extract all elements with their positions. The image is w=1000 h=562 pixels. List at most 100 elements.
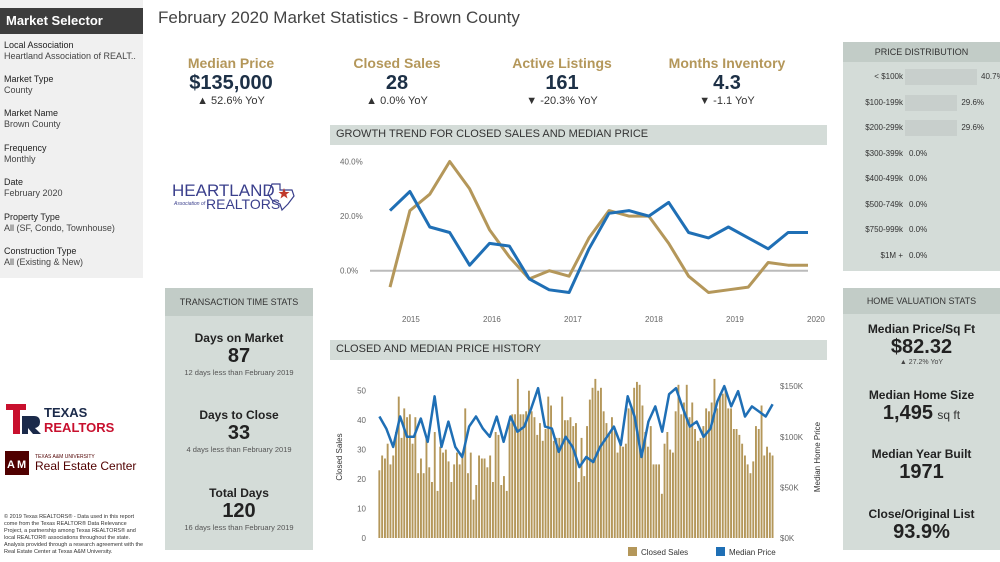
y-right-tick: $100K xyxy=(780,433,804,442)
sales-bar xyxy=(724,387,727,538)
hv-label: Median Price/Sq Ft xyxy=(867,322,976,336)
sales-bar xyxy=(547,396,550,538)
sales-bar xyxy=(558,437,561,538)
y-right-tick: $0K xyxy=(780,534,795,543)
sales-bar xyxy=(519,414,522,538)
sales-bar xyxy=(461,452,464,538)
filter-item[interactable]: Market Type County xyxy=(4,74,139,96)
sales-bar xyxy=(674,411,677,538)
sales-bar xyxy=(752,461,755,538)
filter-value[interactable]: Monthly xyxy=(4,154,36,164)
sales-bar xyxy=(655,464,658,538)
logo-line2: Association of xyxy=(173,201,206,207)
kpi-value: 28 xyxy=(385,72,409,94)
sales-bar xyxy=(503,476,505,538)
sales-bar xyxy=(738,434,741,538)
sales-bar xyxy=(708,411,710,538)
y-right-tick: $50K xyxy=(780,483,799,492)
sales-bar xyxy=(472,499,475,538)
sales-bar xyxy=(442,452,444,538)
sales-bar xyxy=(378,470,381,538)
filter-value[interactable]: Brown County xyxy=(4,119,61,129)
sales-bar xyxy=(613,429,616,538)
sales-bar xyxy=(732,429,735,538)
hv-label: Close/Original List xyxy=(868,507,975,521)
sales-bar xyxy=(514,414,516,538)
sales-bar xyxy=(749,473,752,538)
texas-realtors-line2: REALTORS xyxy=(44,420,114,435)
filter-item[interactable]: Property Type All (SF, Condo, Townhouse) xyxy=(4,212,139,234)
filter-item[interactable]: Market Name Brown County xyxy=(4,108,139,130)
kpi-change: ▲ 52.6% YoY xyxy=(197,95,265,107)
filter-value[interactable]: Heartland Association of REALT.. xyxy=(4,51,136,61)
sales-bar xyxy=(630,408,633,538)
sales-bar xyxy=(414,417,417,538)
hv-value: 1971 xyxy=(899,461,944,483)
sales-bar xyxy=(644,432,647,538)
sales-bar xyxy=(444,449,447,538)
price-range-bar xyxy=(905,94,958,111)
stat-total-days: Total Days 120 16 days less than Februar… xyxy=(165,486,313,532)
svg-text:A: A xyxy=(7,459,15,471)
kpi-active-listings: Active Listings 161 ▼ -20.3% YoY xyxy=(497,55,627,107)
price-distribution-row: $400-499k 0.0% xyxy=(843,170,1000,188)
price-range-label: $100-199k xyxy=(865,97,903,107)
sales-bar xyxy=(395,432,397,538)
sales-bar xyxy=(757,429,760,538)
kpi-change: ▲ 0.0% YoY xyxy=(366,95,428,107)
filter-value[interactable]: County xyxy=(4,85,33,95)
x-tick-label: 2015 xyxy=(402,315,420,324)
kpi-label: Median Price xyxy=(187,55,275,71)
stat-label: Total Days xyxy=(209,486,269,500)
sales-bar xyxy=(713,378,716,538)
rec-university: TEXAS A&M UNIVERSITY xyxy=(35,454,95,460)
filter-value[interactable]: All (SF, Condo, Townhouse) xyxy=(4,223,115,233)
sales-bar xyxy=(489,455,492,538)
sales-bar xyxy=(539,423,541,538)
hv-year-built: Median Year Built 1971 xyxy=(843,447,1000,484)
stat-value: 120 xyxy=(222,500,256,522)
sales-bar xyxy=(746,464,749,538)
kpi-value: $135,000 xyxy=(189,72,273,94)
footer-note: © 2019 Texas REALTORS® - Data used in th… xyxy=(4,514,144,555)
sales-bar xyxy=(467,473,469,538)
stat-note: 16 days less than February 2019 xyxy=(184,523,294,532)
sales-bar xyxy=(705,408,708,538)
price-range-label: $500-749k xyxy=(865,199,903,209)
filter-item[interactable]: Local Association Heartland Association o… xyxy=(4,40,139,62)
price-range-label: $200-299k xyxy=(865,123,903,132)
filter-value[interactable]: All (Existing & New) xyxy=(4,257,84,267)
sales-bar xyxy=(450,482,453,538)
y-right-tick: $150K xyxy=(780,382,804,391)
hv-unit: sq ft xyxy=(937,408,961,422)
sales-bar xyxy=(744,455,746,538)
hv-change: ▲ 27.2% YoY xyxy=(899,359,944,366)
sales-bar xyxy=(439,446,442,538)
sales-bar xyxy=(475,485,478,538)
sales-bar xyxy=(586,426,588,538)
sales-bar xyxy=(641,405,644,538)
sales-bar xyxy=(464,408,467,538)
sales-bar xyxy=(619,443,622,538)
price-range-value: 0.0% xyxy=(909,174,928,183)
sales-bar xyxy=(716,408,719,538)
series-line xyxy=(388,160,808,294)
price-distribution-row: $100-199k 29.6% xyxy=(843,94,1000,112)
sales-bar xyxy=(569,417,572,538)
hv-value: $82.32 xyxy=(890,336,953,358)
sales-bar xyxy=(771,455,774,538)
sales-bar xyxy=(486,467,489,538)
filter-value[interactable]: February 2020 xyxy=(4,188,63,198)
sales-bar xyxy=(702,426,705,538)
filter-item[interactable]: Frequency Monthly xyxy=(4,143,139,165)
sales-bar xyxy=(555,437,558,538)
stat-note: 12 days less than February 2019 xyxy=(184,368,294,377)
stat-note: 4 days less than February 2019 xyxy=(186,445,292,454)
sales-bar xyxy=(541,440,544,538)
sales-bar xyxy=(597,390,600,538)
sales-bar xyxy=(420,458,422,538)
history-chart: 50 40 30 20 10 0 $150K $100K $50K $0K Closed Sales… xyxy=(335,378,822,557)
filter-item[interactable]: Construction Type All (Existing & New) xyxy=(4,246,139,268)
hv-label: Median Year Built xyxy=(871,447,972,461)
filter-item[interactable]: Date February 2020 xyxy=(4,177,139,199)
